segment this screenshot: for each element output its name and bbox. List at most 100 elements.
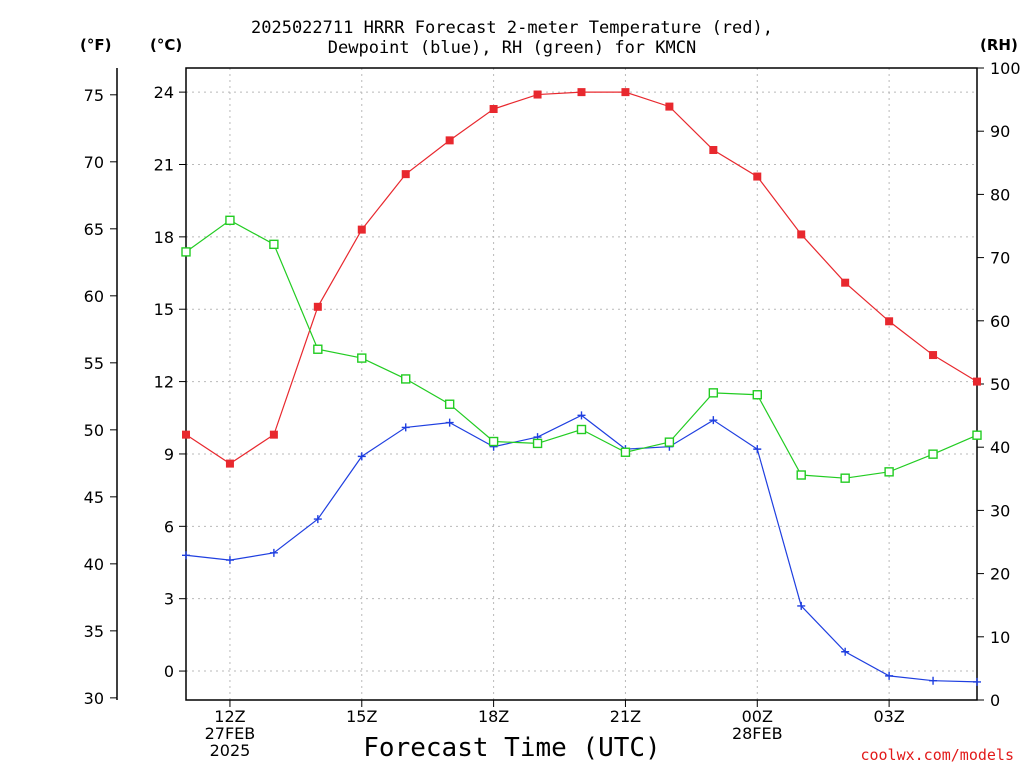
temperature-point (797, 230, 806, 239)
fahrenheit-tick-label: 55 (84, 354, 104, 373)
rh-point (708, 388, 719, 398)
rh-point (313, 344, 323, 354)
rh-tick-label: 100 (990, 59, 1021, 78)
temperature-point (753, 172, 762, 181)
temperature-point (841, 278, 850, 287)
grid-lines (186, 68, 977, 700)
rh-tick-label: 20 (990, 565, 1010, 584)
dewpoint-point (753, 445, 762, 454)
celsius-tick-label: 18 (154, 228, 174, 247)
x-tick-label: 21Z (610, 707, 641, 726)
temperature-point (445, 136, 454, 145)
dewpoint-point (973, 677, 981, 686)
celsius-tick-label: 15 (154, 300, 174, 319)
rh-point (225, 215, 235, 226)
rh-point (401, 374, 411, 384)
plot-frame (185, 67, 978, 701)
dewpoint-point (313, 515, 322, 524)
temperature-point (313, 302, 322, 311)
rh-tick-label: 0 (990, 691, 1000, 710)
rh-line (185, 219, 978, 479)
chart-title-line-1: 2025022711 HRRR Forecast 2-meter Tempera… (251, 18, 773, 38)
rh-point (928, 449, 938, 459)
fahrenheit-tick-label: 70 (84, 153, 104, 172)
celsius-tick-label: 21 (154, 155, 174, 174)
rh-point (269, 239, 279, 250)
x-tick-label: 27FEB (205, 724, 256, 743)
rh-point (884, 467, 894, 477)
rh-point (576, 424, 587, 435)
rh-unit-label: (RH) (980, 36, 1018, 54)
temperature-point (709, 146, 718, 155)
credit-link[interactable]: coolwx.com/models (860, 746, 1014, 764)
dewpoint-point (445, 418, 454, 427)
temperature-line (185, 91, 978, 465)
x-tick-label: 03Z (873, 707, 904, 726)
temperature-point (577, 88, 586, 97)
rh-point (181, 247, 191, 257)
celsius-tick-label: 0 (164, 662, 174, 681)
dewpoint-point (182, 551, 190, 560)
rh-point (357, 353, 367, 363)
dewpoint-point (269, 548, 278, 557)
dewpoint-point (225, 556, 234, 565)
rh-tick-label: 70 (990, 249, 1010, 268)
rh-tick-label: 80 (990, 185, 1010, 204)
rh-point (796, 470, 806, 480)
temperature-point (929, 351, 938, 360)
x-tick-label: 12Z (214, 707, 245, 726)
rh-point (444, 399, 455, 409)
fahrenheit-tick-label: 50 (84, 421, 104, 440)
dewpoint-point (401, 423, 410, 432)
fahrenheit-tick-label: 60 (84, 287, 104, 306)
celsius-tick-label: 6 (164, 517, 174, 536)
dewpoint-line (185, 414, 978, 683)
fahrenheit-tick-label: 30 (84, 689, 104, 708)
dewpoint-point (885, 671, 894, 680)
rh-point (620, 447, 631, 457)
x-tick-label: 15Z (346, 707, 377, 726)
temperature-point (401, 170, 410, 179)
dewpoint-point (709, 416, 718, 425)
rh-tick-label: 40 (990, 438, 1010, 457)
chart-title-line-2: Dewpoint (blue), RH (green) for KMCN (327, 38, 697, 58)
temperature-point (973, 377, 981, 386)
data-series (181, 88, 982, 686)
rh-point (972, 430, 982, 440)
fahrenheit-unit-label: (°F) (80, 36, 112, 54)
dewpoint-point (841, 647, 850, 656)
dewpoint-series (182, 411, 981, 686)
temperature-point (489, 105, 498, 114)
rh-series (181, 215, 982, 483)
x-tick-label: 2025 (210, 741, 251, 760)
rh-tick-label: 60 (990, 312, 1010, 331)
temperature-point (885, 317, 894, 326)
rh-tick-label: 90 (990, 122, 1010, 141)
celsius-tick-label: 3 (164, 590, 174, 609)
dewpoint-point (929, 676, 938, 685)
x-tick-label: 28FEB (732, 724, 783, 743)
celsius-tick-label: 24 (154, 83, 174, 102)
fahrenheit-tick-label: 65 (84, 220, 104, 239)
temperature-point (665, 102, 674, 111)
temperature-point (533, 90, 542, 99)
temperature-point (357, 225, 366, 234)
dewpoint-point (797, 601, 806, 610)
fahrenheit-tick-label: 45 (84, 488, 104, 507)
temperature-point (225, 459, 234, 468)
rh-point (752, 390, 762, 400)
temperature-point (621, 88, 630, 97)
rh-tick-label: 30 (990, 501, 1010, 520)
fahrenheit-tick-label: 40 (84, 555, 104, 574)
rh-tick-label: 10 (990, 628, 1010, 647)
temperature-point (269, 430, 278, 439)
dewpoint-point (357, 452, 366, 461)
fahrenheit-tick-label: 35 (84, 622, 104, 641)
rh-point (840, 473, 850, 483)
temperature-series (182, 88, 981, 468)
celsius-tick-label: 9 (164, 445, 174, 464)
celsius-unit-label: (°C) (150, 36, 183, 54)
rh-point (488, 436, 499, 447)
x-axis-title: Forecast Time (UTC) (363, 733, 661, 763)
